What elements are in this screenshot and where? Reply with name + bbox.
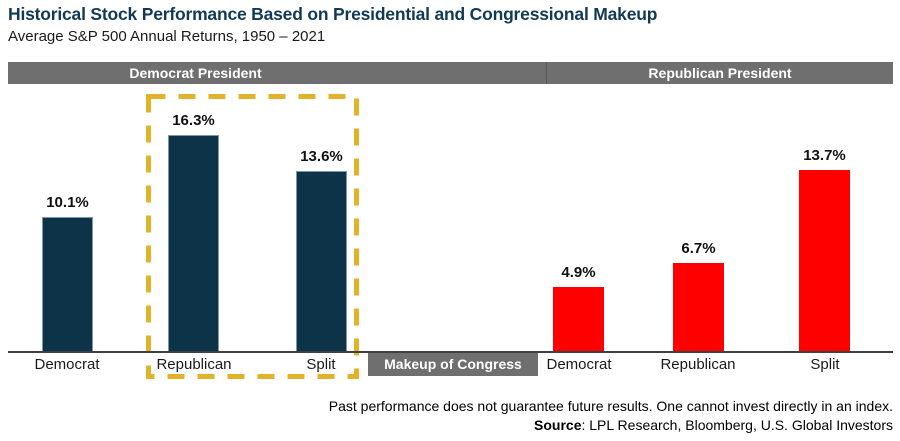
group-header-democrat-president: Democrat President [8, 62, 546, 84]
x-tick-label: Democrat [34, 356, 100, 373]
x-tick-label: Split [306, 356, 336, 373]
source-detail: : LPL Research, Bloomberg, U.S. Global I… [581, 417, 893, 433]
bar [673, 263, 724, 352]
bar-value-label: 10.1% [46, 194, 89, 211]
chart-title: Historical Stock Performance Based on Pr… [8, 4, 658, 24]
chart-subtitle: Average S&P 500 Annual Returns, 1950 – 2… [8, 28, 326, 45]
bar [42, 217, 93, 352]
bar-value-label: 4.9% [561, 264, 596, 281]
group-header-label: Democrat President [129, 65, 262, 81]
bar-value-label: 13.7% [803, 147, 846, 164]
disclaimer-text: Past performance does not guarantee futu… [328, 398, 893, 414]
bar-value-label: 13.6% [300, 148, 343, 165]
bar-column-dem-pres-democrat: 10.1% [42, 194, 93, 352]
x-axis-title: Makeup of Congress [368, 353, 538, 376]
x-axis-line [8, 351, 893, 353]
bar [296, 171, 347, 352]
highlight-dashed-box [146, 94, 359, 379]
bar [799, 170, 850, 352]
bar-column-dem-pres-split: 13.6% [296, 148, 347, 352]
source-text: Source: LPL Research, Bloomberg, U.S. Gl… [534, 417, 893, 433]
source-label: Source [534, 417, 582, 433]
group-header-republican-president: Republican President [547, 62, 893, 84]
x-tick-label: Republican [660, 356, 736, 373]
bar-value-label: 16.3% [172, 112, 215, 129]
x-tick-label: Republican [156, 356, 232, 373]
x-tick-label: Split [810, 356, 840, 373]
group-header-divider [546, 62, 547, 84]
bar-column-rep-pres-democrat: 4.9% [553, 264, 604, 352]
x-tick-label: Democrat [546, 356, 612, 373]
bar [553, 287, 604, 352]
bar-column-rep-pres-republican: 6.7% [673, 240, 724, 352]
bar-value-label: 6.7% [681, 240, 716, 257]
group-header-label: Republican President [648, 65, 792, 81]
bar-column-rep-pres-split: 13.7% [799, 147, 850, 352]
bar-column-dem-pres-republican: 16.3% [168, 112, 219, 352]
bar [168, 135, 219, 352]
